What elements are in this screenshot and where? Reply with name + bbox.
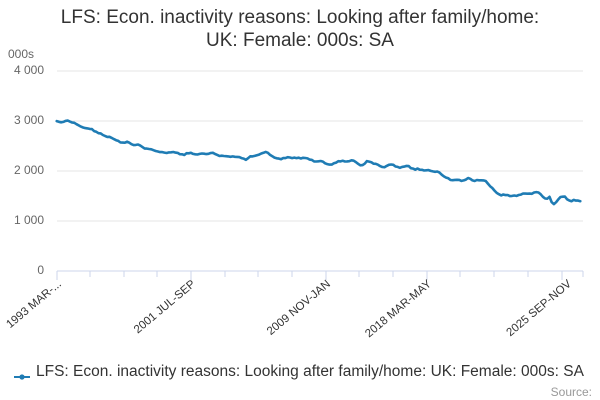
svg-text:1 000: 1 000 xyxy=(14,213,44,227)
svg-text:2 000: 2 000 xyxy=(14,163,44,177)
svg-text:4 000: 4 000 xyxy=(14,63,44,77)
svg-text:2009 NOV-JAN: 2009 NOV-JAN xyxy=(265,278,333,338)
svg-text:3 000: 3 000 xyxy=(14,113,44,127)
svg-text:2018 MAR-MAY: 2018 MAR-MAY xyxy=(363,278,434,340)
svg-text:1993 MAR-...: 1993 MAR-... xyxy=(4,278,64,331)
svg-text:2025 SEP-NOV: 2025 SEP-NOV xyxy=(505,278,575,339)
svg-text:0: 0 xyxy=(37,263,44,277)
svg-text:2001 JUL-SEP: 2001 JUL-SEP xyxy=(132,278,198,336)
